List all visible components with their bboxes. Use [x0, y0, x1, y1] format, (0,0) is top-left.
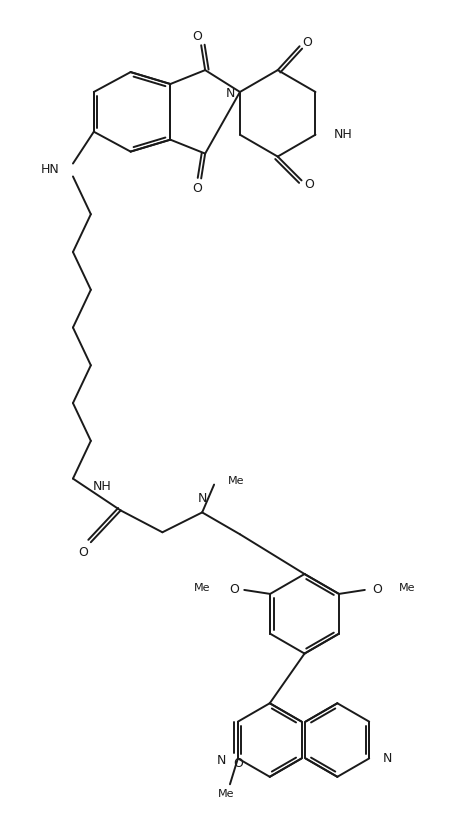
Text: O: O [78, 545, 88, 559]
Text: O: O [192, 182, 202, 195]
Text: Me: Me [228, 476, 244, 486]
Text: O: O [302, 36, 312, 49]
Text: N: N [197, 492, 207, 505]
Text: NH: NH [93, 480, 112, 493]
Text: Me: Me [194, 583, 210, 593]
Text: N: N [225, 87, 234, 100]
Text: O: O [229, 583, 239, 597]
Text: O: O [192, 30, 202, 43]
Text: O: O [304, 178, 314, 191]
Text: N: N [382, 752, 392, 765]
Text: Me: Me [217, 789, 234, 799]
Text: O: O [371, 583, 381, 597]
Text: NH: NH [333, 128, 351, 141]
Text: HN: HN [40, 163, 59, 176]
Text: Me: Me [398, 583, 414, 593]
Text: O: O [232, 757, 242, 770]
Text: N: N [216, 754, 225, 767]
